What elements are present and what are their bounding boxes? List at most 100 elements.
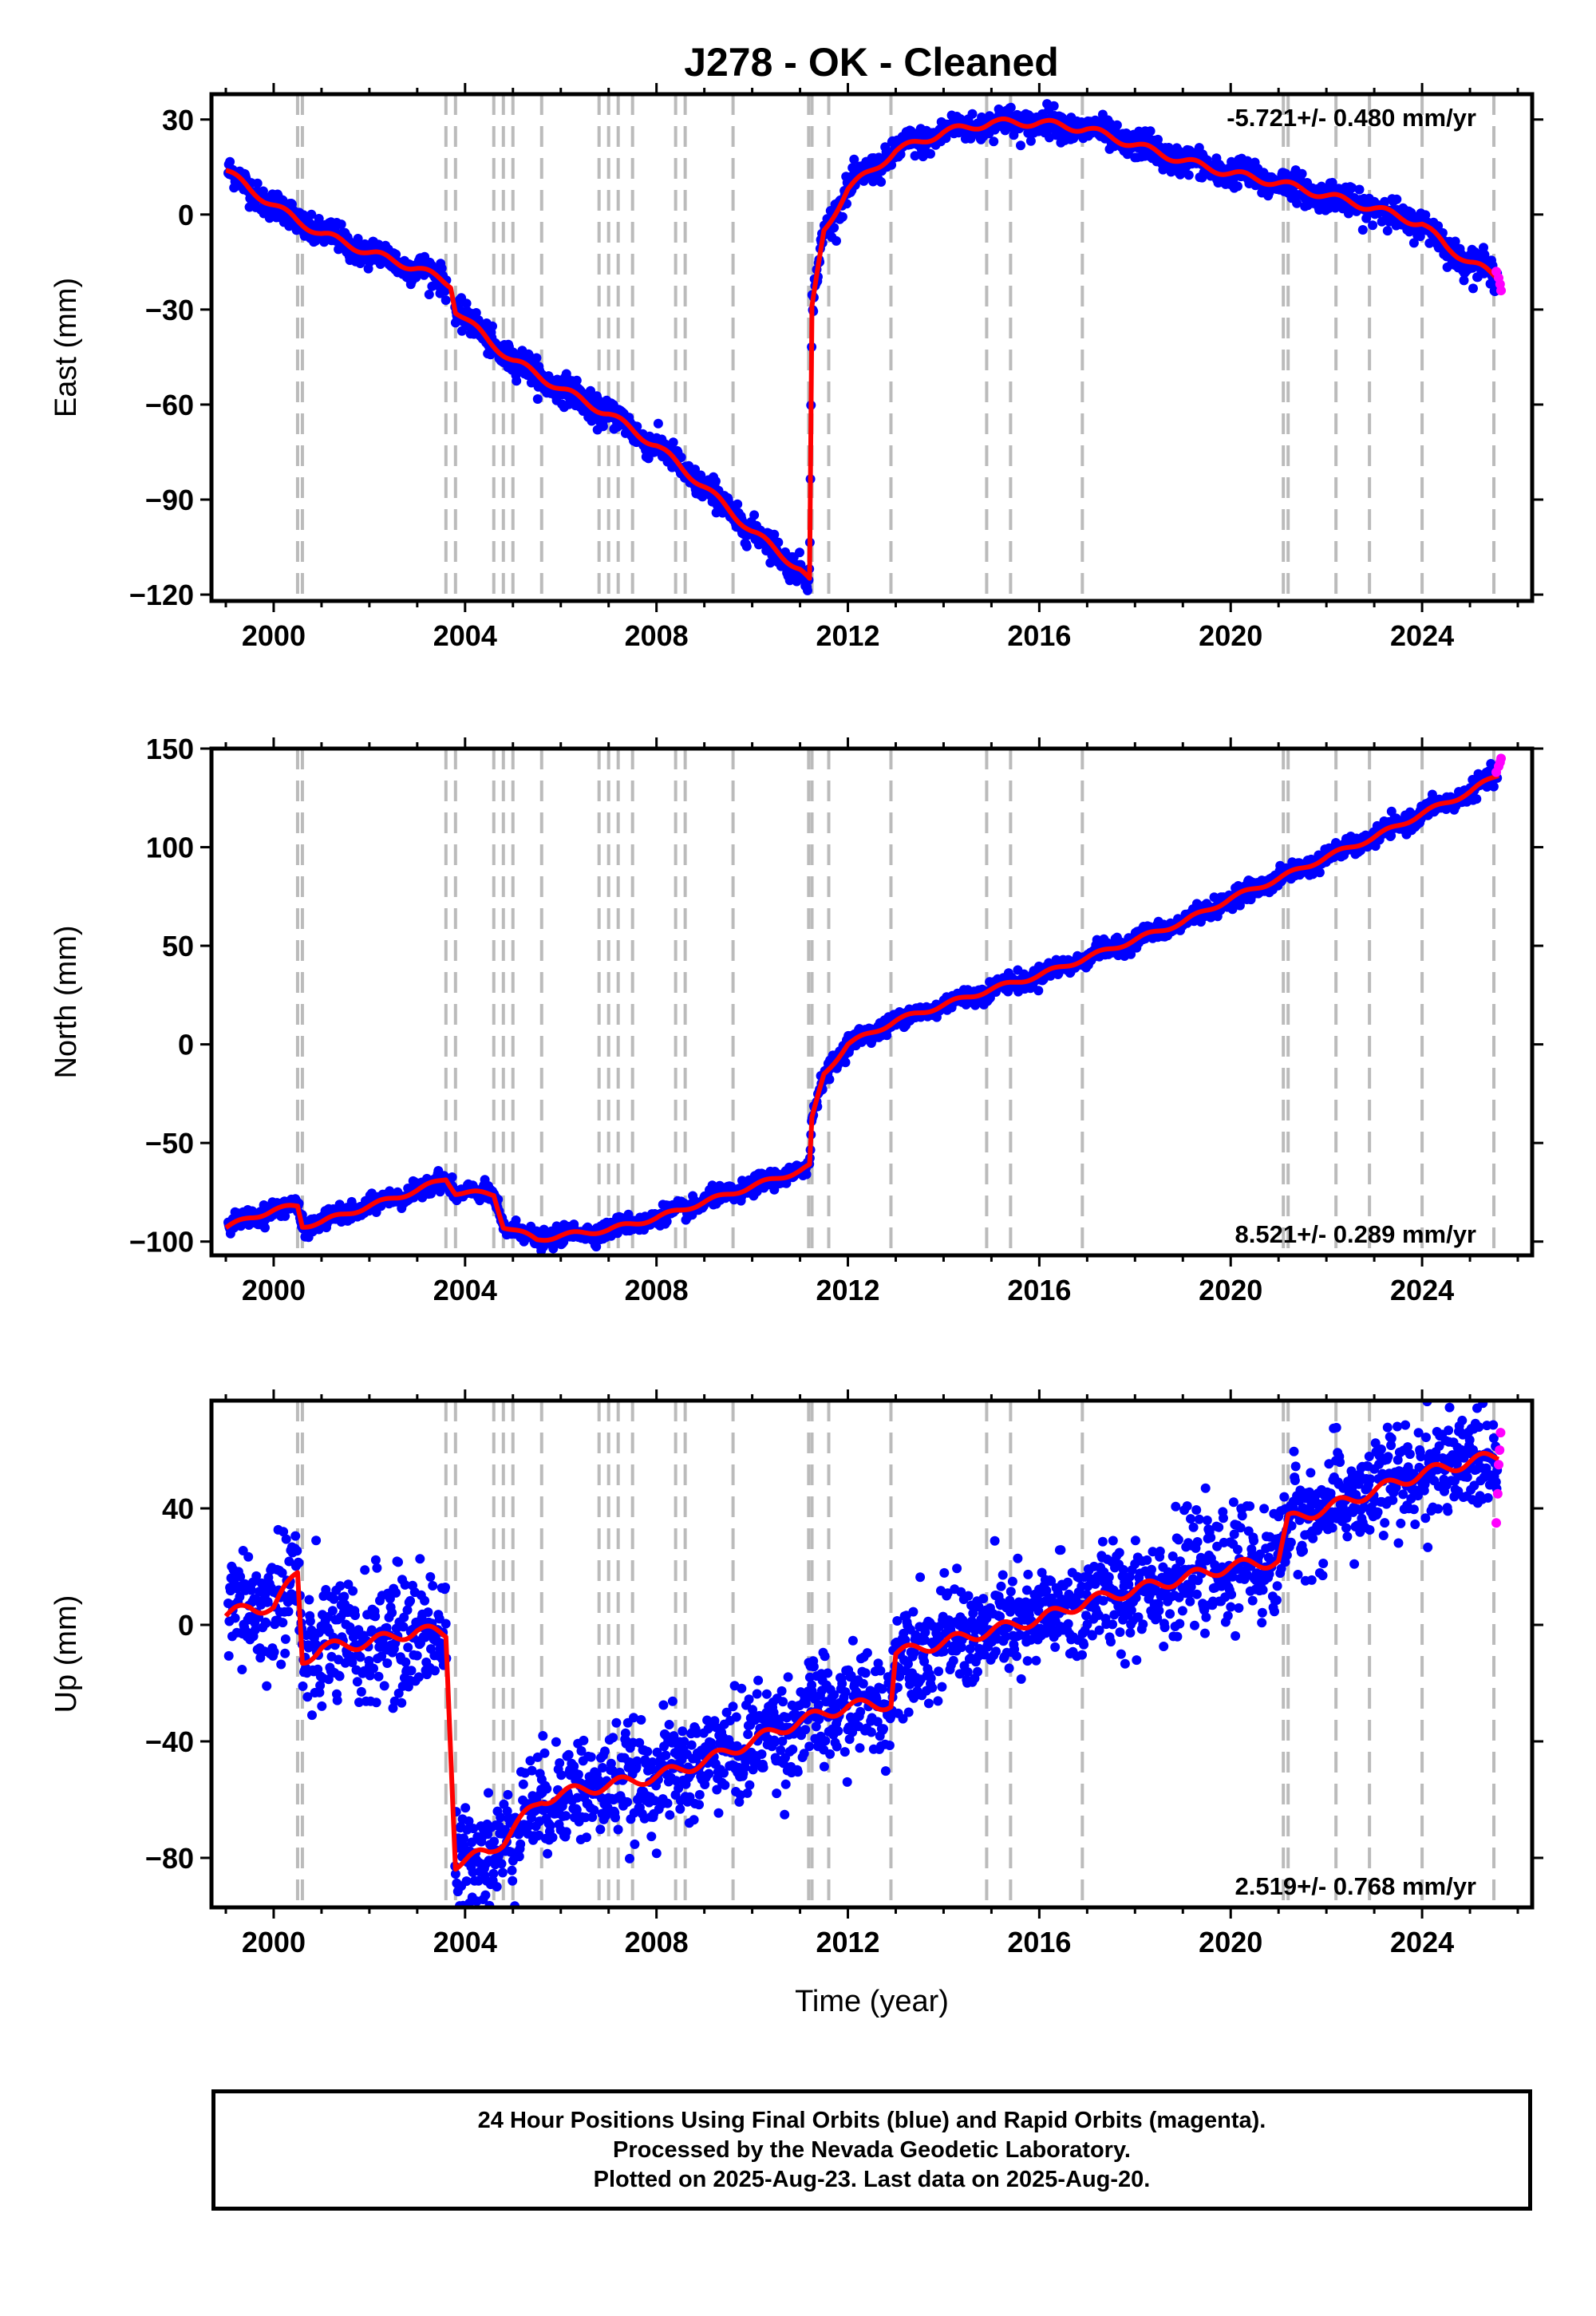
east-x-tick-label: 2016 xyxy=(1007,619,1071,652)
up-point xyxy=(283,1607,294,1617)
east-y-tick-label: 0 xyxy=(178,199,194,231)
up-point xyxy=(298,1681,308,1691)
east-point xyxy=(252,178,263,188)
east-point xyxy=(532,394,543,404)
up-point xyxy=(305,1616,315,1626)
up-point xyxy=(355,1652,365,1662)
up-point xyxy=(262,1681,272,1691)
east-point xyxy=(1347,183,1357,193)
east-point xyxy=(1112,120,1122,130)
up-point xyxy=(334,1671,345,1682)
east-point xyxy=(314,214,324,223)
north-point xyxy=(840,1057,851,1068)
east-point xyxy=(531,353,542,363)
up-point xyxy=(352,1677,362,1687)
east-point xyxy=(795,547,804,558)
east-point xyxy=(1382,226,1393,236)
east-y-tick-label: −120 xyxy=(129,579,194,611)
east-point xyxy=(1468,283,1478,294)
up-point xyxy=(276,1659,286,1670)
north-point xyxy=(1033,986,1044,996)
east-y-tick-label: 30 xyxy=(162,104,194,136)
east-point xyxy=(1433,221,1444,231)
up-point xyxy=(335,1581,346,1591)
north-x-tick-label: 2016 xyxy=(1007,1274,1071,1306)
east-point xyxy=(1000,125,1010,136)
panel-up: 2000 2004 2008 2012 2016 2020 2024−80−40040Up … xyxy=(49,1389,1543,2018)
east-point xyxy=(1459,275,1469,286)
up-point xyxy=(403,1642,413,1653)
north-y-tick-label: −50 xyxy=(145,1127,194,1160)
east-point xyxy=(1380,196,1390,207)
east-point xyxy=(676,453,686,462)
north-point xyxy=(280,1211,290,1221)
north-model-fit-line xyxy=(223,773,1501,1243)
north-point xyxy=(1488,781,1499,792)
north-point xyxy=(260,1223,270,1233)
up-point xyxy=(401,1657,411,1667)
east-point xyxy=(1357,225,1368,235)
north-point xyxy=(591,1242,602,1252)
east-point xyxy=(424,290,434,299)
east-y-tick-label: −30 xyxy=(145,294,194,326)
east-point xyxy=(1153,134,1163,144)
east-point xyxy=(1005,102,1016,113)
panel-north: 2000 2004 2008 2012 2016 2020 2024−100−5005010… xyxy=(49,733,1543,1306)
up-point xyxy=(371,1697,381,1708)
east-point xyxy=(391,249,401,259)
east-point xyxy=(1025,136,1036,146)
up-final-orbit-points xyxy=(223,1401,1503,1907)
north-x-tick-label: 2012 xyxy=(816,1274,879,1306)
east-point xyxy=(849,154,859,164)
up-point xyxy=(329,1594,339,1604)
east-point xyxy=(306,209,317,219)
east-x-tick-label: 2012 xyxy=(816,619,879,652)
east-point xyxy=(837,211,847,222)
up-point xyxy=(332,1695,342,1705)
up-point xyxy=(397,1697,407,1708)
east-point xyxy=(336,219,346,230)
north-y-tick-label: 100 xyxy=(146,832,194,864)
east-point xyxy=(571,375,582,385)
up-point xyxy=(230,1613,240,1623)
east-point xyxy=(710,476,721,486)
panels: 2000 2004 2008 2012 2016 2020 2024−120−90−60−3… xyxy=(49,83,1543,2018)
east-point xyxy=(749,510,760,520)
east-point xyxy=(1392,194,1402,204)
east-point xyxy=(1415,231,1425,242)
east-point xyxy=(1233,181,1242,192)
up-point xyxy=(223,1650,234,1661)
east-point xyxy=(989,136,999,147)
up-point xyxy=(317,1701,327,1711)
up-point xyxy=(278,1618,288,1628)
east-frame xyxy=(209,92,1535,603)
up-point xyxy=(280,1648,290,1658)
east-point xyxy=(440,295,451,306)
east-y-axis-label: East (mm) xyxy=(49,278,83,417)
east-point xyxy=(832,235,841,246)
east-x-tick-label: 2000 xyxy=(242,619,306,652)
north-x-tick-label: 2020 xyxy=(1199,1274,1262,1306)
north-y-tick-label: 50 xyxy=(162,930,194,962)
east-point xyxy=(926,148,935,159)
east-point xyxy=(461,298,472,309)
up-point xyxy=(243,1551,254,1562)
up-point xyxy=(280,1634,290,1644)
east-point xyxy=(1408,238,1419,248)
east-point xyxy=(733,499,743,509)
up-point xyxy=(366,1625,377,1635)
panel-east: 2000 2004 2008 2012 2016 2020 2024−120−90−60−3… xyxy=(49,83,1543,652)
north-point xyxy=(1314,868,1325,878)
east-plot-area xyxy=(223,94,1507,601)
up-point xyxy=(311,1535,322,1546)
up-point xyxy=(294,1558,304,1568)
figure-title: J278 - OK - Cleaned xyxy=(684,40,1059,85)
north-x-tick-label: 2024 xyxy=(1390,1274,1454,1306)
east-point xyxy=(598,421,608,432)
up-point xyxy=(348,1586,358,1596)
up-point xyxy=(304,1595,314,1605)
east-x-tick-label: 2024 xyxy=(1390,619,1454,652)
east-y-tick-label: −60 xyxy=(145,389,194,421)
east-point xyxy=(773,537,784,547)
east-x-tick-label: 2004 xyxy=(433,619,497,652)
